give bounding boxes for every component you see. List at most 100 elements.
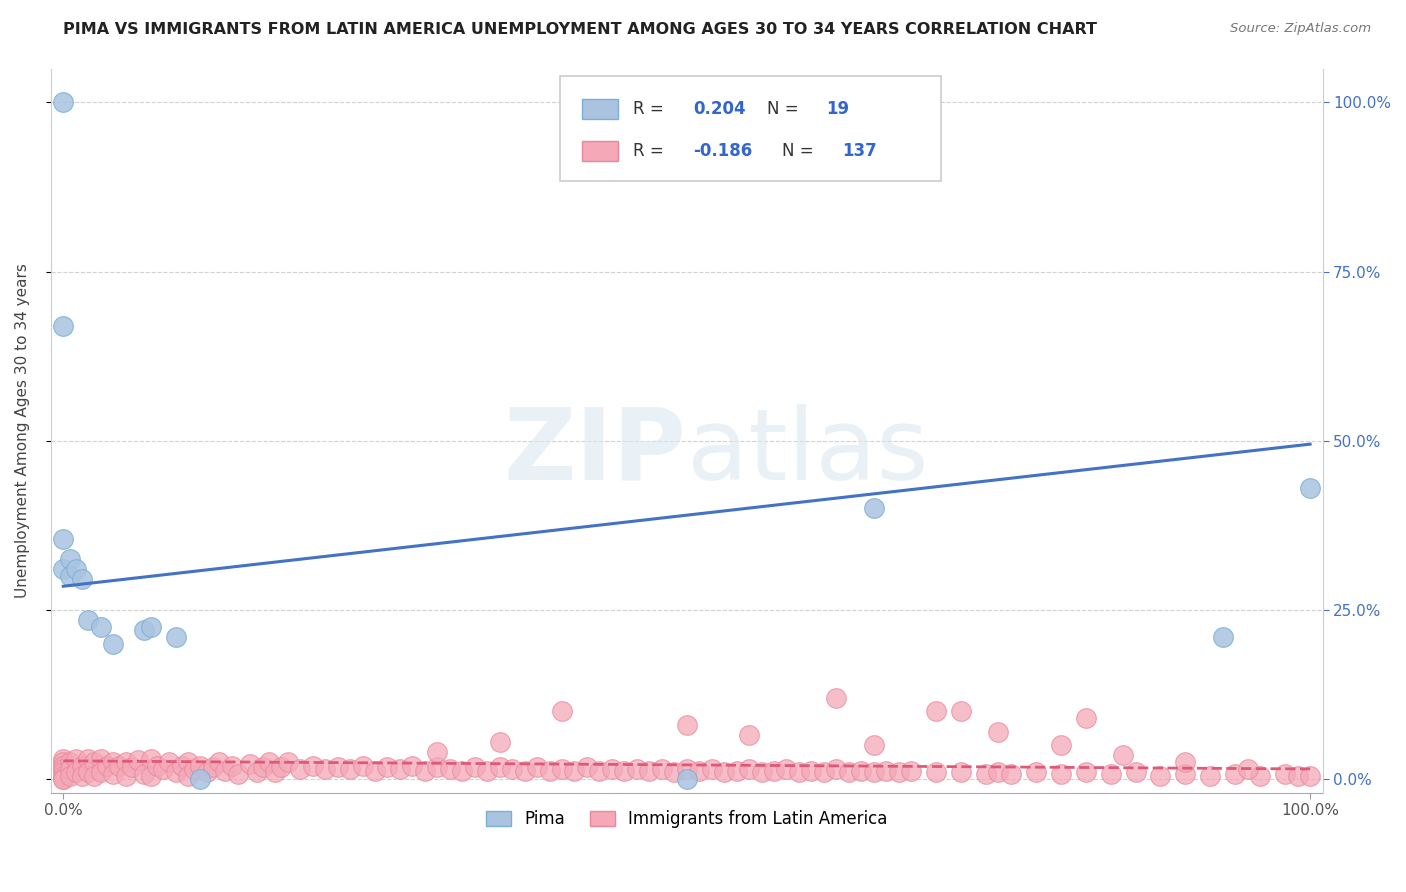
Point [551,705,574,719]
Point [925,765,948,780]
Point [96,758,118,772]
Point [101,766,124,780]
Point [1236,762,1258,776]
Point [108,758,131,772]
Point [52,562,75,576]
Point [900,764,922,778]
Point [314,762,336,776]
Text: N =: N = [782,143,818,161]
Point [1174,766,1197,780]
Text: 137: 137 [842,143,876,161]
Point [177,755,200,769]
Point [838,765,860,780]
Point [58,755,80,769]
Point [725,764,748,778]
Point [1249,769,1271,783]
Point [352,758,374,772]
Point [52,755,75,769]
Point [52,772,75,786]
Point [134,624,156,638]
Point [825,762,848,776]
Point [58,569,80,583]
Point [58,552,80,566]
Point [950,705,973,719]
Point [600,762,623,776]
Point [226,766,249,780]
Point [664,765,686,780]
Point [738,762,761,776]
Point [426,745,449,759]
Point [1199,769,1222,783]
Point [52,772,75,786]
Point [1074,765,1097,780]
Point [526,760,548,774]
Point [413,764,436,778]
Point [52,532,75,546]
Point [987,724,1010,739]
Point [201,760,224,774]
Point [538,764,561,778]
Point [787,765,810,780]
Point [925,705,948,719]
Point [139,752,162,766]
Point [675,772,697,786]
Point [675,762,697,776]
Point [1286,769,1309,783]
Point [134,766,156,780]
Point [270,760,292,774]
Point [950,765,973,780]
Point [551,762,574,776]
Point [146,758,169,772]
Point [326,760,349,774]
Point [626,762,648,776]
Point [77,765,100,780]
Point [738,728,761,742]
Point [364,764,387,778]
Point [77,752,100,766]
Point [221,758,243,772]
Point [83,769,105,783]
Point [477,764,499,778]
Point [70,769,93,783]
Point [1074,711,1097,725]
Point [101,755,124,769]
Point [139,620,162,634]
Point [264,765,287,780]
Point [252,760,274,774]
Point [825,690,848,705]
Text: -0.186: -0.186 [693,143,752,161]
Point [190,758,212,772]
Point [65,752,87,766]
Point [700,762,723,776]
Point [851,764,873,778]
Point [183,762,205,776]
Point [451,764,474,778]
Point [190,772,212,786]
Text: ZIP: ZIP [503,404,686,500]
Point [377,760,399,774]
Point [339,762,361,776]
Point [214,764,236,778]
Point [90,752,112,766]
Point [90,620,112,634]
Point [208,755,231,769]
Point [1212,630,1234,644]
Point [862,739,884,753]
Point [800,764,823,778]
Point [501,762,523,776]
Point [301,758,323,772]
Point [121,760,143,774]
Point [1099,766,1122,780]
Point [513,764,536,778]
Point [401,758,423,772]
Point [65,562,87,576]
Point [762,764,785,778]
Point [101,637,124,651]
Point [974,766,997,780]
Text: R =: R = [633,143,669,161]
Text: 19: 19 [827,101,849,119]
Point [139,769,162,783]
Point [1225,766,1247,780]
Point [775,762,797,776]
Point [813,765,835,780]
